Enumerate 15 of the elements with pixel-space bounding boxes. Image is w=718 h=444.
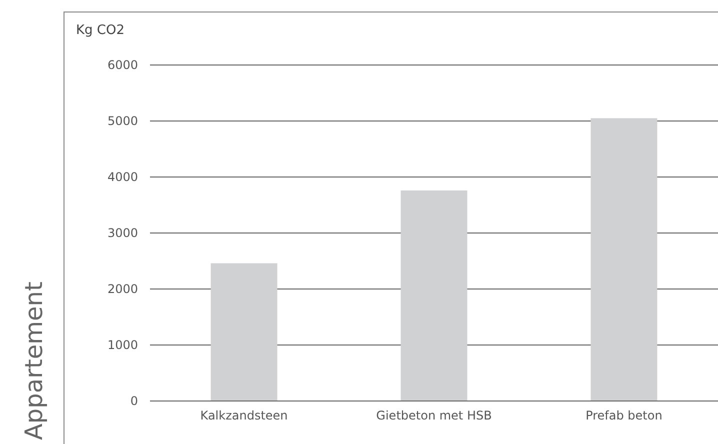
y-tick-label: 5000 <box>107 114 138 128</box>
y-tick-label: 2000 <box>107 282 138 296</box>
y-tick-label: 1000 <box>107 338 138 352</box>
x-tick-label: Prefab beton <box>586 408 662 423</box>
y-tick-label: 6000 <box>107 58 138 72</box>
x-tick-label: Gietbeton met HSB <box>376 408 492 423</box>
text: Appartement <box>20 282 48 440</box>
bar <box>590 118 658 401</box>
y-tick-label: 0 <box>130 394 138 408</box>
y-tick-label: 4000 <box>107 170 138 184</box>
y-tick-label: 3000 <box>107 226 138 240</box>
x-tick-label: Kalkzandsteen <box>200 408 288 423</box>
bar <box>400 190 468 401</box>
y-axis-title: Kg CO2 <box>76 23 124 38</box>
bar <box>210 263 278 401</box>
